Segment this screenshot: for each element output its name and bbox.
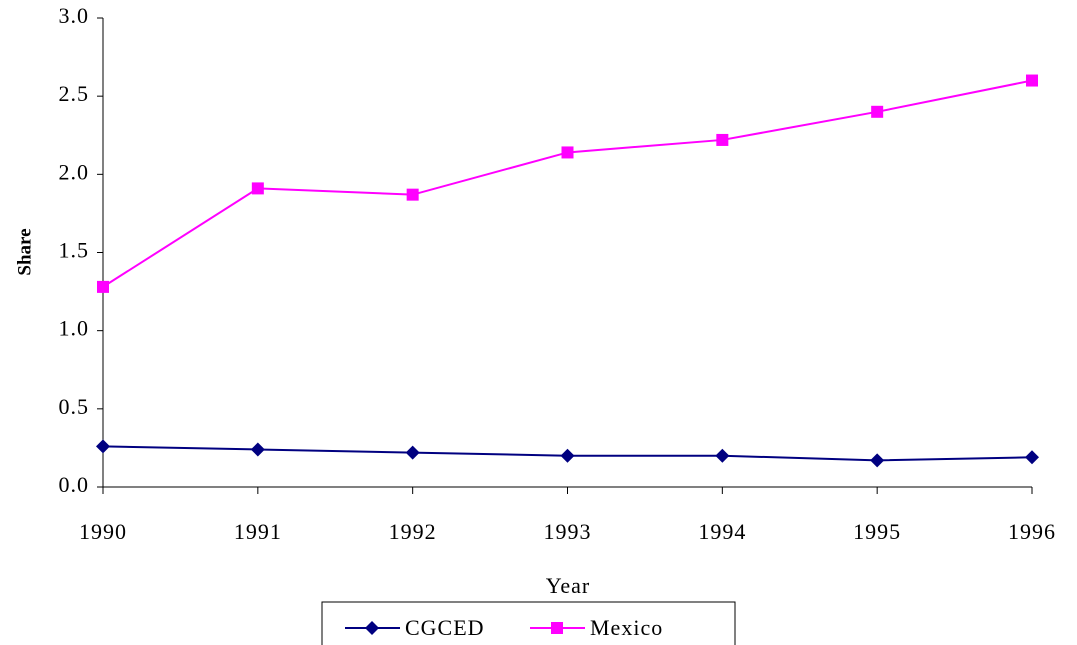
x-tick-label: 1993 (544, 519, 592, 544)
x-tick-label: 1991 (234, 519, 282, 544)
marker (1025, 450, 1039, 465)
marker (1026, 74, 1038, 87)
x-axis-title: Year (546, 573, 591, 598)
y-tick-label: 3.0 (59, 3, 90, 28)
marker (716, 133, 729, 146)
y-tick-label: 0.0 (59, 472, 90, 497)
marker (551, 622, 563, 634)
marker (406, 188, 419, 201)
y-axis-title: Share (14, 228, 35, 275)
y-tick-label: 1.5 (59, 238, 90, 263)
marker (250, 442, 265, 457)
marker (870, 453, 885, 468)
series-line (102, 79, 1033, 288)
legend-label: CGCED (405, 615, 485, 640)
marker (365, 621, 379, 635)
y-tick-label: 1.0 (59, 316, 90, 341)
x-tick-label: 1996 (1008, 519, 1056, 544)
legend-box (321, 601, 736, 645)
y-tick-label: 2.0 (59, 159, 90, 184)
marker (561, 146, 574, 159)
x-tick-label: 1994 (698, 519, 746, 544)
marker (96, 439, 110, 454)
marker (405, 445, 420, 460)
marker (715, 448, 730, 463)
x-tick-label: 1995 (853, 519, 901, 544)
y-tick-label: 0.5 (59, 394, 90, 419)
marker (97, 280, 109, 293)
marker (251, 182, 264, 195)
x-tick-label: 1992 (389, 519, 437, 544)
legend-label: Mexico (590, 615, 663, 640)
x-tick-label: 1990 (79, 519, 127, 544)
y-tick-label: 2.5 (59, 81, 90, 106)
marker (871, 105, 884, 118)
marker (560, 448, 575, 463)
